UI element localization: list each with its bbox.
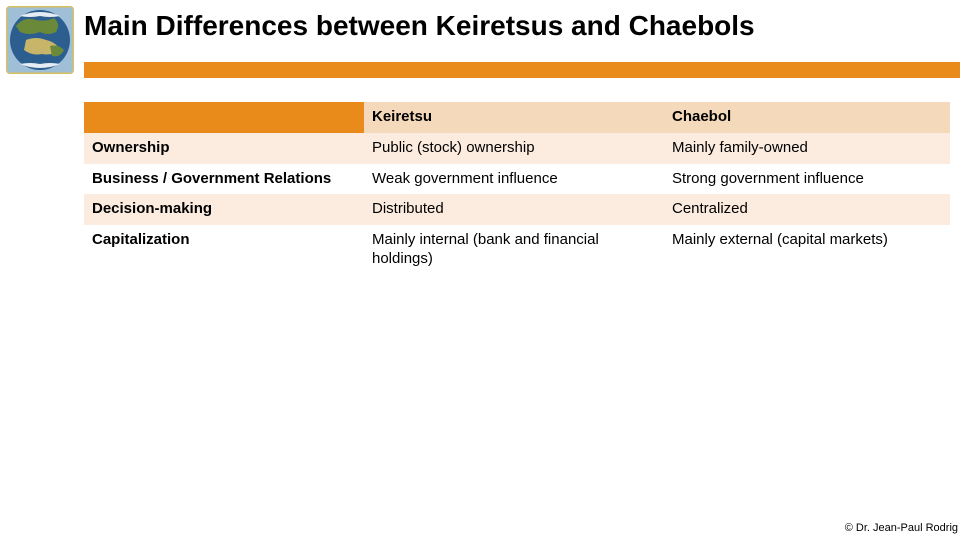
table-row: Decision-making Distributed Centralized	[84, 194, 950, 225]
cell: Weak government influence	[364, 164, 664, 195]
row-label: Capitalization	[84, 225, 364, 275]
header-col-1: Keiretsu	[364, 102, 664, 133]
table-row: Capitalization Mainly internal (bank and…	[84, 225, 950, 275]
accent-bar	[84, 62, 960, 78]
globe-icon	[6, 6, 74, 74]
row-label: Business / Government Relations	[84, 164, 364, 195]
header-empty	[84, 102, 364, 133]
cell: Distributed	[364, 194, 664, 225]
cell: Public (stock) ownership	[364, 133, 664, 164]
copyright-text: © Dr. Jean-Paul Rodrig	[845, 522, 958, 534]
table-header-row: Keiretsu Chaebol	[84, 102, 950, 133]
cell: Mainly external (capital markets)	[664, 225, 950, 275]
table-row: Ownership Public (stock) ownership Mainl…	[84, 133, 950, 164]
comparison-table: Keiretsu Chaebol Ownership Public (stock…	[84, 102, 950, 275]
cell: Mainly internal (bank and financial hold…	[364, 225, 664, 275]
row-label: Decision-making	[84, 194, 364, 225]
header-col-2: Chaebol	[664, 102, 950, 133]
cell: Strong government influence	[664, 164, 950, 195]
cell: Centralized	[664, 194, 950, 225]
page-title: Main Differences between Keiretsus and C…	[84, 10, 950, 42]
table-row: Business / Government Relations Weak gov…	[84, 164, 950, 195]
row-label: Ownership	[84, 133, 364, 164]
cell: Mainly family-owned	[664, 133, 950, 164]
